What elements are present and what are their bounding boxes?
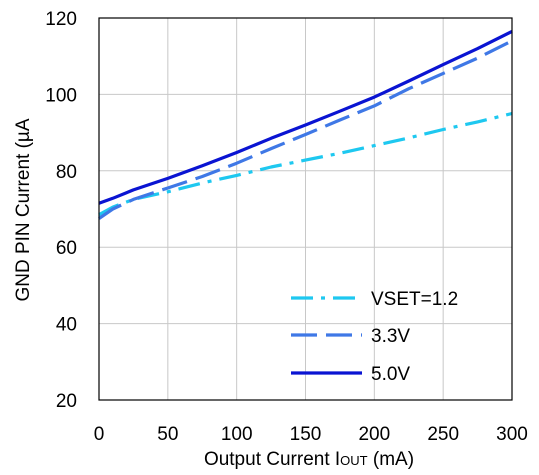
x-tick-label: 300 — [496, 424, 528, 445]
x-tick-label: 200 — [358, 424, 390, 445]
legend-label-1: 3.3V — [371, 326, 410, 347]
series-line-1 — [98, 39, 513, 220]
legend: VSET=1.2 3.3V 5.0V — [291, 289, 458, 385]
grid-lines — [99, 18, 512, 400]
y-axis-title: GND PIN Current (µA — [13, 118, 34, 301]
legend-label-2: 5.0V — [371, 364, 410, 385]
y-tick-label: 20 — [56, 391, 77, 412]
x-tick-label: 50 — [157, 424, 178, 445]
x-axis-title-unit: (mA) — [368, 449, 414, 470]
series-line-2 — [98, 29, 513, 205]
x-tick-label: 150 — [290, 424, 322, 445]
x-tick-label: 250 — [427, 424, 459, 445]
x-tick-label: 0 — [94, 424, 105, 445]
x-tick-labels: 0 50 100 150 200 250 300 — [94, 424, 528, 445]
legend-label-0: VSET=1.2 — [371, 289, 458, 310]
series-lines — [98, 29, 513, 220]
x-axis-title-main: Output Current I — [204, 449, 340, 470]
y-tick-label: 40 — [56, 315, 77, 336]
plot-frame — [98, 17, 513, 401]
x-axis-title-subscript: OUT — [340, 453, 368, 468]
y-tick-label: 60 — [56, 238, 77, 259]
y-tick-labels: 20 40 60 80 100 120 — [45, 9, 77, 412]
x-tick-label: 100 — [221, 424, 253, 445]
y-tick-label: 120 — [45, 9, 77, 30]
x-axis-title: Output Current IOUT (mA) — [204, 449, 414, 470]
y-tick-label: 80 — [56, 162, 77, 183]
y-tick-label: 100 — [45, 85, 77, 106]
